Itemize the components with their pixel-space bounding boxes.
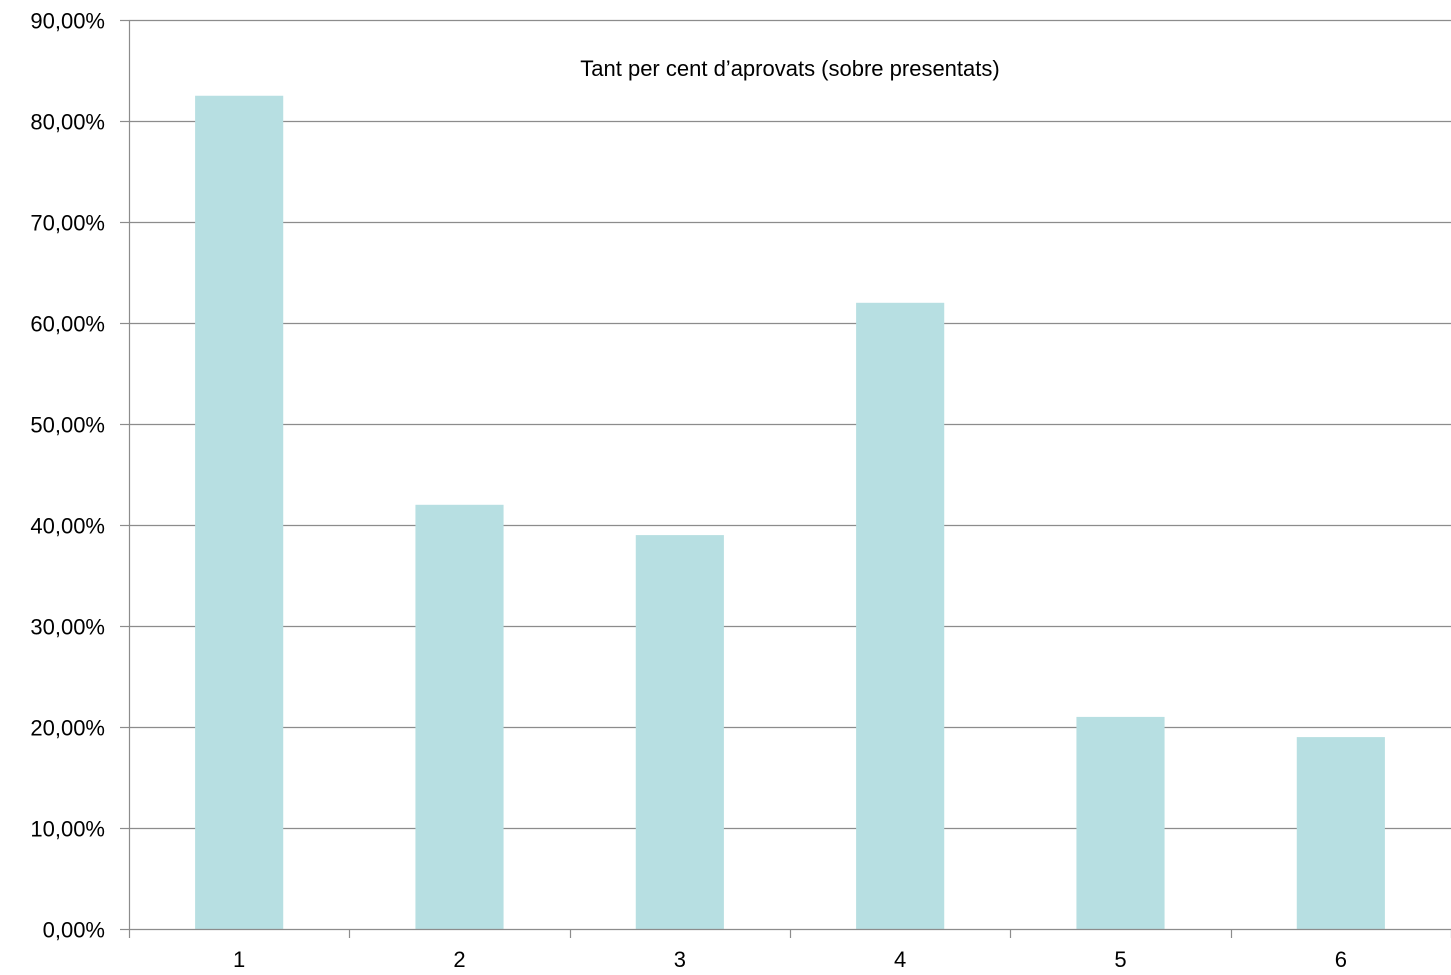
x-tick-label-6: 6 [1335, 947, 1347, 972]
y-tick-label-3: 30,00% [30, 615, 105, 640]
gridlines [129, 19, 1451, 830]
y-tick-label-2: 20,00% [30, 716, 105, 741]
x-tick-label-2: 2 [453, 947, 465, 972]
bar-6 [1296, 737, 1385, 929]
y-tick-label-4: 40,00% [30, 514, 105, 539]
y-tick-label-8: 80,00% [30, 110, 105, 135]
bar-4 [856, 302, 945, 929]
x-tick-label-1: 1 [233, 947, 245, 972]
y-tick-label-1: 10,00% [30, 817, 105, 842]
chart-title: Tant per cent d’aprovats (sobre presenta… [580, 56, 999, 81]
x-tick-label-5: 5 [1114, 947, 1126, 972]
x-tick-label-4: 4 [894, 947, 906, 972]
bar-3 [635, 535, 724, 929]
bars [195, 95, 1385, 929]
y-tick-labels: 0,00% 10,00% 20,00% 30,00% 40,00% 50,00% 60,00… [30, 9, 105, 943]
x-tick-labels: 1 2 3 4 5 6 [233, 947, 1347, 972]
bar-2 [415, 504, 504, 929]
bar-1 [195, 95, 284, 929]
y-tick-label-9: 90,00% [30, 9, 105, 34]
y-tick-label-7: 70,00% [30, 211, 105, 236]
x-tick-label-3: 3 [674, 947, 686, 972]
bar-5 [1076, 716, 1165, 929]
y-tick-label-5: 50,00% [30, 413, 105, 438]
y-tick-label-0: 0,00% [43, 918, 105, 943]
axes [120, 19, 1451, 938]
y-tick-label-6: 60,00% [30, 312, 105, 337]
